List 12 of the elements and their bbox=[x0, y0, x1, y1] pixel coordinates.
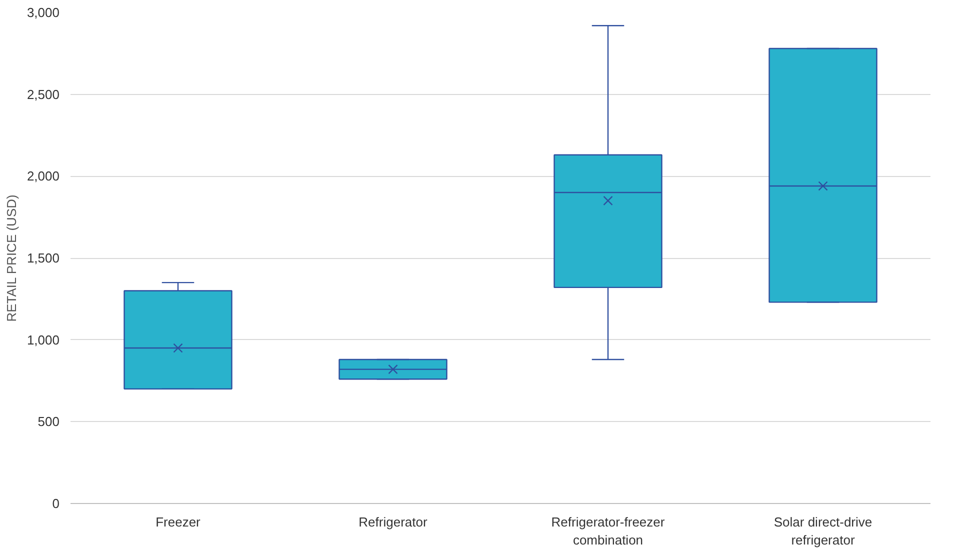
y-tick-label: 2,000 bbox=[26, 168, 60, 184]
y-tick-label: 500 bbox=[38, 414, 60, 430]
y-tick-label: 1,500 bbox=[26, 250, 60, 266]
x-tick-label: Freezer bbox=[156, 514, 202, 530]
y-axis-title: RETAIL PRICE (USD) bbox=[4, 194, 19, 322]
y-tick-label: 0 bbox=[52, 496, 60, 511]
x-tick-label: Refrigerator-freezer combination bbox=[551, 514, 666, 548]
y-tick-label: 3,000 bbox=[26, 5, 60, 20]
y-tick-label: 2,500 bbox=[26, 86, 60, 102]
y-tick-label: 1,000 bbox=[26, 332, 60, 348]
x-tick-label: Refrigerator bbox=[358, 514, 428, 530]
x-tick-label: Solar direct-drive refrigerator bbox=[774, 514, 872, 548]
